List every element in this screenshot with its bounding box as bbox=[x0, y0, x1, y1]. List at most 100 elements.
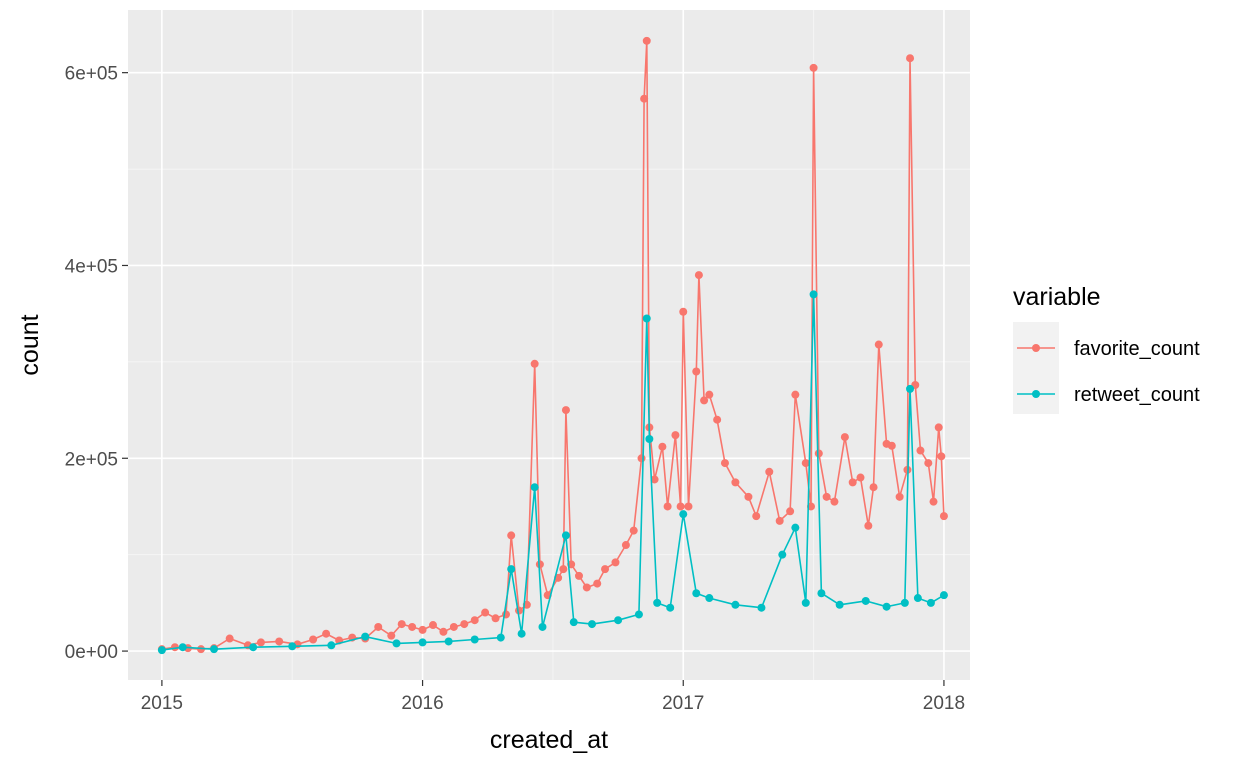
data-point-favorite_count bbox=[814, 449, 823, 458]
data-point-retweet_count bbox=[645, 434, 654, 443]
data-point-favorite_count bbox=[593, 579, 602, 588]
y-tick-label: 4e+05 bbox=[65, 256, 118, 277]
data-point-favorite_count bbox=[387, 631, 396, 640]
data-point-favorite_count bbox=[574, 571, 583, 580]
data-point-favorite_count bbox=[559, 565, 568, 574]
data-point-retweet_count bbox=[327, 641, 336, 650]
data-point-favorite_count bbox=[676, 502, 685, 511]
data-point-favorite_count bbox=[775, 516, 784, 525]
data-point-favorite_count bbox=[822, 492, 831, 501]
data-point-favorite_count bbox=[658, 442, 667, 451]
data-point-favorite_count bbox=[449, 622, 458, 631]
y-tick-label: 6e+05 bbox=[65, 64, 118, 85]
data-point-favorite_count bbox=[507, 531, 516, 540]
x-tick-label: 2015 bbox=[141, 693, 183, 714]
legend-label: retweet_count bbox=[1074, 384, 1200, 406]
data-point-retweet_count bbox=[444, 637, 453, 646]
data-point-retweet_count bbox=[634, 610, 643, 619]
legend-key-point bbox=[1032, 344, 1040, 352]
data-point-favorite_count bbox=[601, 565, 610, 574]
x-tick-label: 2017 bbox=[662, 693, 704, 714]
data-point-favorite_count bbox=[256, 638, 265, 647]
data-point-retweet_count bbox=[926, 598, 935, 607]
data-point-favorite_count bbox=[924, 459, 933, 468]
data-point-retweet_count bbox=[496, 633, 505, 642]
data-point-favorite_count bbox=[731, 478, 740, 487]
data-point-retweet_count bbox=[731, 600, 740, 609]
legend-item-favorite_count: favorite_count bbox=[1017, 338, 1200, 360]
data-point-retweet_count bbox=[561, 531, 570, 540]
y-axis-title: count bbox=[16, 314, 44, 375]
data-point-favorite_count bbox=[848, 478, 857, 487]
data-point-retweet_count bbox=[801, 598, 810, 607]
data-point-retweet_count bbox=[882, 602, 891, 611]
data-point-favorite_count bbox=[629, 526, 638, 535]
data-point-retweet_count bbox=[178, 643, 187, 652]
data-point-retweet_count bbox=[507, 565, 516, 574]
x-tick-label: 2016 bbox=[401, 693, 443, 714]
data-point-favorite_count bbox=[637, 454, 646, 463]
data-point-favorite_count bbox=[895, 492, 904, 501]
data-point-favorite_count bbox=[640, 94, 649, 103]
tick-labels: 2015 2016 2017 2018 0e+00 2e+05 4e+05 6e+05 bbox=[65, 64, 965, 714]
data-point-favorite_count bbox=[679, 307, 688, 316]
data-point-retweet_count bbox=[835, 600, 844, 609]
data-point-favorite_count bbox=[535, 560, 544, 569]
x-axis-title: created_at bbox=[490, 726, 608, 754]
axis-ticks bbox=[122, 72, 945, 686]
data-point-favorite_count bbox=[428, 621, 437, 630]
data-point-favorite_count bbox=[663, 502, 672, 511]
data-point-favorite_count bbox=[439, 627, 448, 636]
data-point-favorite_count bbox=[765, 467, 774, 476]
data-point-favorite_count bbox=[713, 415, 722, 424]
data-point-favorite_count bbox=[840, 433, 849, 442]
data-point-favorite_count bbox=[408, 622, 417, 631]
data-point-retweet_count bbox=[757, 603, 766, 612]
data-point-retweet_count bbox=[538, 622, 547, 631]
data-point-favorite_count bbox=[582, 583, 591, 592]
data-point-favorite_count bbox=[684, 502, 693, 511]
data-point-retweet_count bbox=[692, 589, 701, 598]
data-point-favorite_count bbox=[611, 558, 620, 567]
data-point-favorite_count bbox=[374, 622, 383, 631]
data-point-retweet_count bbox=[530, 483, 539, 492]
data-point-favorite_count bbox=[937, 452, 946, 461]
data-point-favorite_count bbox=[491, 614, 500, 623]
data-point-retweet_count bbox=[939, 591, 948, 600]
data-point-retweet_count bbox=[517, 629, 526, 638]
data-point-retweet_count bbox=[249, 643, 258, 652]
panel-background bbox=[128, 10, 970, 680]
data-point-favorite_count bbox=[856, 473, 865, 482]
data-point-favorite_count bbox=[460, 620, 469, 629]
data-point-retweet_count bbox=[361, 632, 370, 641]
data-point-favorite_count bbox=[869, 483, 878, 492]
legend-title: variable bbox=[1013, 283, 1101, 311]
data-point-favorite_count bbox=[791, 390, 800, 399]
data-point-favorite_count bbox=[934, 423, 943, 432]
data-point-favorite_count bbox=[720, 459, 729, 468]
data-point-retweet_count bbox=[614, 616, 623, 625]
data-point-favorite_count bbox=[275, 637, 284, 646]
data-point-retweet_count bbox=[809, 290, 818, 299]
data-point-favorite_count bbox=[887, 441, 896, 450]
data-point-retweet_count bbox=[679, 510, 688, 519]
data-point-favorite_count bbox=[621, 541, 630, 550]
data-point-favorite_count bbox=[809, 63, 818, 72]
data-point-retweet_count bbox=[666, 603, 675, 612]
data-point-retweet_count bbox=[791, 523, 800, 532]
series-retweet_count bbox=[157, 290, 948, 655]
data-point-favorite_count bbox=[671, 431, 680, 440]
data-point-favorite_count bbox=[939, 512, 948, 521]
data-point-favorite_count bbox=[864, 521, 873, 530]
data-point-favorite_count bbox=[929, 497, 938, 506]
data-point-favorite_count bbox=[874, 340, 883, 349]
y-tick-label: 0e+00 bbox=[65, 642, 118, 663]
data-point-retweet_count bbox=[817, 589, 826, 598]
data-point-favorite_count bbox=[786, 507, 795, 516]
data-point-retweet_count bbox=[778, 550, 787, 559]
y-tick-label: 2e+05 bbox=[65, 449, 118, 470]
data-point-retweet_count bbox=[705, 594, 714, 603]
legend-items: favorite_count retweet_count bbox=[1017, 338, 1200, 406]
data-point-retweet_count bbox=[157, 646, 166, 655]
data-point-favorite_count bbox=[642, 36, 651, 45]
